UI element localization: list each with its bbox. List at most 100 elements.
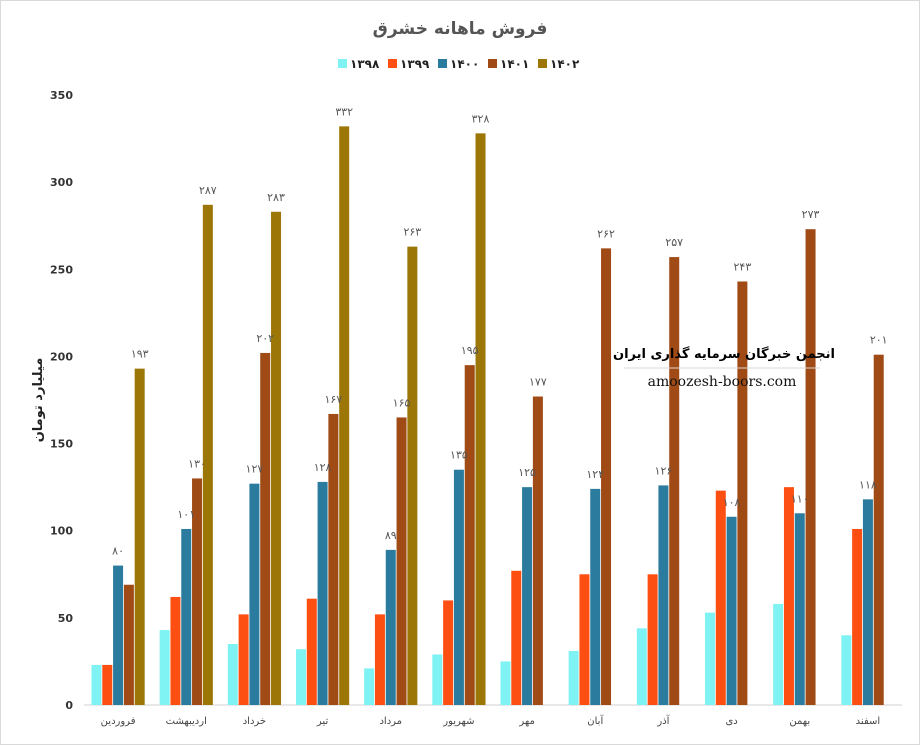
bar: [307, 599, 317, 705]
y-tick-label: 50: [58, 612, 74, 625]
data-label: ۱۹۵: [461, 344, 479, 357]
data-label: ۱۲۸: [314, 461, 332, 474]
x-tick-label: اردیبهشت: [166, 716, 207, 727]
legend-label: ۱۴۰۰: [450, 57, 479, 71]
x-tick-label: بهمن: [789, 716, 810, 727]
data-label: ۲۵۷: [665, 236, 683, 249]
y-axis-label: میلیارد تومان: [31, 358, 46, 443]
x-tick-label: مرداد: [379, 716, 402, 727]
y-tick-label: 250: [50, 263, 73, 276]
data-label: ۱۶۷: [325, 393, 343, 406]
legend-label: ۱۴۰۱: [500, 57, 529, 71]
data-label: ۲۶۳: [403, 226, 421, 239]
bar: [397, 417, 407, 705]
data-label: ۲۶۲: [597, 227, 615, 240]
x-tick-label: آبان: [587, 714, 604, 727]
y-tick-label: 150: [50, 438, 73, 451]
data-label: ۲۴۳: [734, 260, 752, 273]
bar: [181, 529, 191, 705]
bar: [522, 487, 532, 705]
bar: [339, 126, 349, 705]
bar: [160, 630, 170, 705]
data-label: ۲۸۷: [199, 184, 217, 197]
bar: [432, 654, 442, 705]
data-label: ۳۲۸: [472, 112, 490, 125]
bar: [579, 574, 589, 705]
data-label: ۱۲۶: [655, 464, 673, 477]
x-tick-label: آذر: [656, 714, 670, 727]
bar: [841, 635, 851, 705]
bar: [203, 205, 213, 705]
bar: [375, 614, 385, 705]
bar: [228, 644, 238, 705]
bar: [443, 600, 453, 705]
bar: [170, 597, 180, 705]
bar: [271, 212, 281, 705]
bar: [113, 566, 123, 705]
bar: [716, 491, 726, 705]
legend-swatch: [438, 59, 447, 68]
bar: [852, 529, 862, 705]
bar: [727, 517, 737, 705]
bar: [658, 485, 668, 705]
x-tick-label: دی: [725, 716, 737, 727]
data-label: ۱۶۵: [393, 396, 411, 409]
bar: [465, 365, 475, 705]
y-tick-label: 0: [65, 699, 73, 712]
y-tick-label: 100: [50, 525, 73, 538]
y-tick-label: 300: [50, 176, 73, 189]
legend-swatch: [538, 59, 547, 68]
chart-title: فروش ماهانه خشرق: [373, 19, 548, 39]
x-tick-label: خرداد: [243, 716, 266, 727]
legend-swatch: [488, 59, 497, 68]
bar: [784, 487, 794, 705]
bar: [407, 247, 417, 705]
bar: [669, 257, 679, 705]
legend-label: ۱۳۹۹: [400, 57, 430, 71]
data-label: ۱۰۸: [723, 496, 741, 509]
y-tick-label: 350: [50, 89, 73, 102]
x-tick-label: فروردین: [101, 716, 136, 727]
data-label: ۱۱۰: [791, 492, 809, 505]
bar: [590, 489, 600, 705]
bar: [737, 281, 747, 705]
legend-swatch: [388, 59, 397, 68]
bar: [533, 397, 543, 705]
bar: [124, 585, 134, 705]
bar: [863, 499, 873, 705]
bar: [806, 229, 816, 705]
bar: [239, 614, 249, 705]
bar: [260, 353, 270, 705]
data-label: ۲۰۲: [256, 332, 274, 345]
bar: [511, 571, 521, 705]
x-tick-label: اسفند: [856, 716, 880, 727]
watermark-url: amoozesh-boors.com: [648, 374, 797, 390]
bar: [364, 668, 374, 705]
bar: [296, 649, 306, 705]
data-label: ۱۳۰: [188, 457, 206, 470]
bar: [318, 482, 328, 705]
data-label: ۸۹: [385, 529, 397, 542]
data-label: ۱۲۷: [246, 463, 264, 476]
data-label: ۱۱۸: [859, 478, 877, 491]
bar: [874, 355, 884, 705]
data-label: ۱۳۵: [450, 449, 468, 462]
bar: [476, 133, 486, 705]
data-label: ۱۲۵: [518, 466, 536, 479]
data-label: ۲۸۳: [267, 191, 285, 204]
data-label: ۱۰۱: [177, 508, 195, 521]
bar: [102, 665, 112, 705]
x-tick-label: شهریور: [442, 716, 474, 727]
bar: [773, 604, 783, 705]
bar: [648, 574, 658, 705]
bar: [454, 470, 464, 705]
legend-swatch: [338, 59, 347, 68]
data-label: ۱۹۳: [131, 348, 149, 361]
data-label: ۱۲۴: [586, 468, 604, 481]
data-label: ۲۰۱: [870, 334, 888, 347]
data-label: ۱۷۷: [529, 376, 547, 389]
bar: [91, 665, 101, 705]
watermark-title: انجمن خبرگان سرمایه گذاری ایران: [613, 346, 835, 362]
